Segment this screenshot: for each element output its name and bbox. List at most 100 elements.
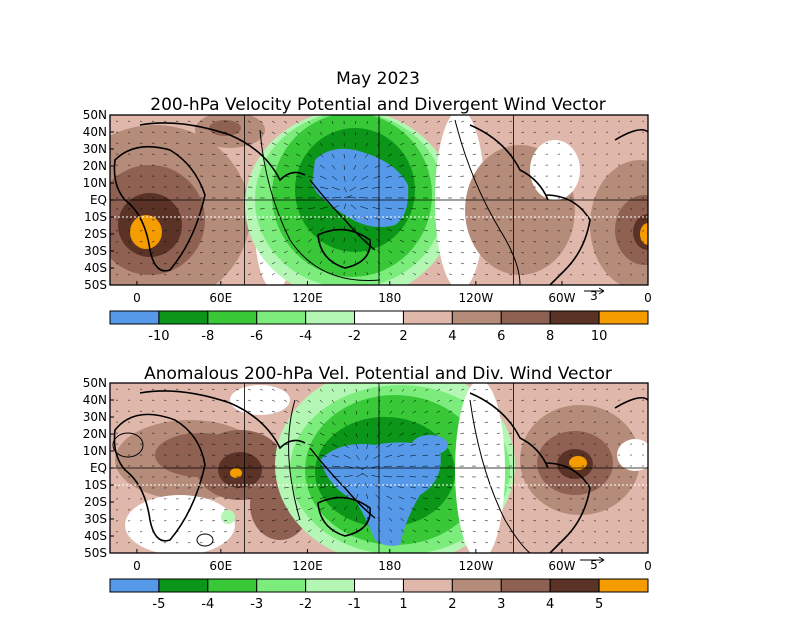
- lat-label: EQ: [90, 461, 107, 475]
- wind-vector: [411, 518, 417, 522]
- wind-vector: [387, 153, 393, 157]
- wind-vector: [496, 509, 501, 511]
- lat-label: 30S: [84, 244, 107, 258]
- wind-vector: [509, 542, 513, 544]
- wind-vector: [307, 399, 311, 403]
- wind-vector: [319, 388, 323, 392]
- colorbar-label: -5: [152, 597, 165, 612]
- wind-vector: [247, 262, 252, 265]
- wind-vector: [319, 238, 324, 243]
- wind-vector: [343, 175, 346, 182]
- wind-vector: [259, 410, 264, 413]
- wind-vector: [175, 542, 179, 544]
- wind-vector: [307, 421, 313, 425]
- wind-vector: [211, 120, 215, 123]
- wind-vector: [378, 539, 381, 544]
- wind-vector: [497, 142, 501, 144]
- wind-vector: [533, 120, 537, 122]
- wind-vector: [460, 251, 465, 254]
- wind-vector: [187, 142, 191, 144]
- wind-vector: [374, 164, 381, 169]
- wind-vector: [283, 410, 288, 413]
- vector-reference-value: 5: [590, 558, 598, 572]
- wind-vector: [235, 530, 240, 533]
- wind-vector: [331, 517, 336, 522]
- wind-vector: [319, 432, 325, 436]
- wind-vector: [247, 410, 252, 413]
- wind-vector: [247, 432, 252, 434]
- wind-vector: [521, 520, 525, 522]
- wind-vector: [422, 443, 429, 446]
- wind-vector: [223, 432, 228, 434]
- wind-vector: [271, 399, 276, 402]
- lat-label: 10S: [84, 478, 107, 492]
- wind-vector: [472, 241, 477, 243]
- wind-vector: [413, 120, 417, 124]
- colorbar-swatch: [305, 310, 356, 325]
- lat-label: 20S: [84, 227, 107, 241]
- wind-vector: [247, 153, 252, 156]
- wind-vector: [398, 443, 405, 447]
- wind-vector: [497, 399, 501, 402]
- wind-vector: [331, 215, 337, 221]
- wind-vector: [376, 432, 381, 438]
- wind-vector: [447, 487, 453, 489]
- wind-vector: [423, 432, 429, 435]
- wind-vector: [259, 164, 265, 167]
- wind-vector: [411, 164, 417, 167]
- wind-vector: [411, 153, 417, 156]
- colorbar-swatch: [207, 578, 258, 593]
- wind-vector: [331, 454, 340, 458]
- wind-vector: [343, 186, 347, 193]
- lat-label: 50N: [83, 108, 107, 122]
- wind-vector: [319, 216, 327, 221]
- wind-vector: [223, 251, 228, 254]
- wind-vector: [259, 153, 265, 156]
- wind-vector: [400, 518, 405, 522]
- wind-vector: [389, 528, 393, 533]
- wind-vector: [271, 164, 277, 167]
- wind-vector: [388, 131, 393, 135]
- panel-title: 200-hPa Velocity Potential and Divergent…: [150, 95, 605, 115]
- wind-vector: [460, 410, 465, 413]
- wind-vector: [319, 421, 324, 425]
- wind-vector: [400, 250, 405, 254]
- wind-vector: [331, 506, 337, 511]
- wind-vector: [401, 388, 405, 392]
- wind-vector: [497, 263, 501, 265]
- wind-vector: [353, 226, 357, 232]
- wind-vector: [497, 410, 501, 413]
- wind-vector: [283, 519, 288, 522]
- wind-vector: [422, 486, 429, 489]
- wind-vector: [295, 207, 303, 210]
- wind-vector: [373, 484, 381, 489]
- wind-vector: [235, 131, 240, 134]
- lat-label: 10N: [83, 444, 107, 458]
- wind-vector: [331, 485, 340, 489]
- wind-vector: [259, 120, 264, 123]
- wind-vector: [376, 142, 381, 147]
- wind-vector: [398, 496, 405, 500]
- wind-vector: [473, 273, 477, 276]
- wind-vector: [259, 399, 264, 402]
- wind-vector: [199, 142, 203, 144]
- wind-vector: [295, 399, 300, 403]
- wind-vector: [448, 240, 453, 243]
- graticule: [110, 383, 648, 553]
- wind-vector: [509, 131, 513, 133]
- wind-vector: [331, 186, 340, 191]
- wind-vector: [396, 476, 405, 478]
- wind-vector: [472, 443, 477, 445]
- wind-vector: [449, 120, 453, 123]
- wind-vector: [472, 509, 477, 511]
- wind-vector: [485, 131, 489, 134]
- wind-vector: [307, 432, 313, 436]
- colorbar-swatch: [402, 310, 453, 325]
- panel-title: Anomalous 200-hPa Vel. Potential and Div…: [144, 364, 612, 384]
- wind-vector: [211, 131, 215, 134]
- wind-vector: [388, 250, 393, 254]
- colorbar-label: -2: [348, 329, 361, 344]
- wind-vector: [223, 153, 228, 155]
- wind-vector: [460, 240, 465, 243]
- wind-vector: [424, 410, 429, 414]
